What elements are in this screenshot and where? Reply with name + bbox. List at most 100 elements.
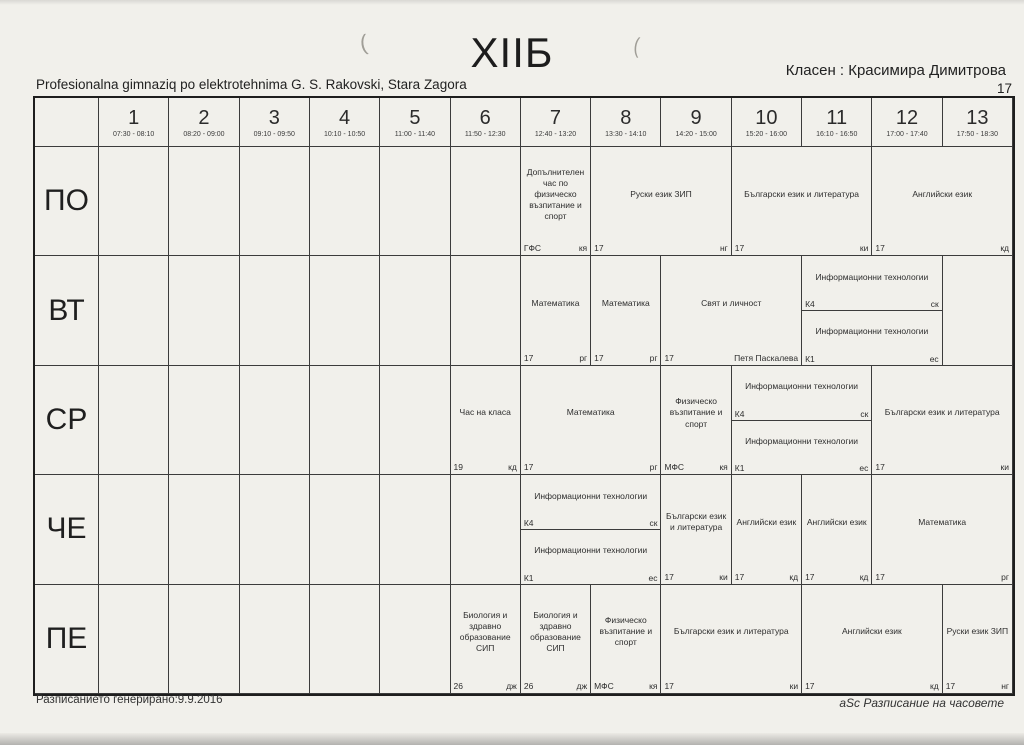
period-header: 4 10:10 - 10:50 [309, 98, 381, 147]
lesson-subject: Английски език [912, 188, 973, 199]
asc-brand: aSc Разписание на часовете [839, 696, 1004, 710]
lesson-cell: Български език и литература 17 ки [872, 365, 1013, 476]
lesson-cell: Руски език ЗИП 17 нг [942, 584, 1013, 694]
period-time: 16:10 - 16:50 [816, 130, 858, 138]
lesson-teacher: рг [1001, 571, 1009, 582]
lesson-cell: Руски език ЗИП 17 нг [591, 147, 732, 257]
period-number: 1 [128, 106, 140, 129]
period-time: 14:20 - 15:00 [675, 130, 717, 138]
lesson-room: К4 [523, 517, 534, 528]
lesson-teacher: кд [789, 571, 799, 582]
lesson-subject: Английски език [842, 626, 902, 637]
empty-slot [309, 584, 381, 694]
lesson-teacher: кд [930, 681, 939, 691]
period-time: 08:20 - 09:00 [183, 130, 225, 138]
empty-slot [169, 365, 240, 476]
lesson-subject: Информационни технологии [745, 381, 858, 392]
empty-slot [239, 147, 310, 257]
school-name: Profesionalna gimnaziq po elektrotehnima… [36, 77, 467, 92]
lesson-room: 17 [664, 681, 674, 691]
lesson-teacher: рг [649, 352, 658, 363]
period-header: 10 15:20 - 16:00 [731, 98, 803, 147]
lesson-subject: Допълнителен час по физическо възпитание… [526, 166, 585, 221]
timetable-corner [35, 98, 99, 147]
empty-slot [942, 256, 1013, 366]
period-time: 12:40 - 13:20 [534, 130, 577, 138]
lesson-subject: Български език и литература [884, 407, 1000, 418]
lesson-group: Информационни технологии К1 ес [520, 528, 661, 584]
lesson-subject: Български език и литература [666, 511, 727, 533]
period-number: 7 [549, 106, 562, 129]
lesson-teacher: ки [719, 571, 728, 582]
period-time: 15:20 - 16:00 [745, 130, 788, 138]
lesson-cell: Английски език 17 кд [731, 475, 803, 585]
page-number: 17 [996, 81, 1012, 96]
lesson-teacher: кд [508, 462, 517, 473]
period-header: 12 17:00 - 17:40 [872, 98, 943, 147]
lesson-teacher: кд [1000, 243, 1009, 254]
empty-slot [169, 475, 240, 585]
period-time: 11:00 - 11:40 [394, 130, 435, 138]
empty-slot [239, 365, 310, 476]
empty-slot [380, 256, 451, 366]
lesson-subject: Български език и литература [673, 626, 789, 637]
period-time: 17:50 - 18:30 [956, 130, 998, 138]
period-number: 10 [755, 106, 778, 129]
lesson-cell-split: Информационни технологии К4 ск Информационн… [520, 475, 662, 585]
lesson-teacher: ск [930, 299, 939, 310]
period-header: 11 16:10 - 16:50 [802, 98, 873, 147]
lesson-subject: Биология и здравно образование СИП [459, 609, 511, 653]
lesson-subject: Информационни технологии [815, 271, 929, 282]
lesson-subject: Руски език ЗИП [946, 626, 1009, 637]
period-header: 8 13:30 - 14:10 [591, 98, 662, 147]
empty-slot [309, 475, 381, 585]
lesson-room: 17 [875, 243, 885, 254]
lesson-subject: Информационни технологии [534, 545, 648, 556]
lesson-teacher: ес [648, 572, 658, 583]
lesson-cell: Свят и личност 17 Петя Паскалева [661, 256, 803, 366]
lesson-cell: Английски език 17 кд [802, 584, 943, 694]
period-header: 5 11:00 - 11:40 [380, 98, 451, 147]
lesson-cell: Физическо възпитание и спорт МФС кя [661, 365, 732, 476]
empty-slot [380, 475, 451, 585]
lesson-group: Информационни технологии К1 ес [802, 310, 942, 365]
lesson-subject: Час на класа [459, 407, 511, 418]
lesson-teacher: ес [929, 353, 939, 364]
lesson-cell: Физическо възпитание и спорт МФС кя [591, 584, 662, 694]
empty-slot [380, 365, 451, 476]
lesson-cell: Английски език 17 кд [872, 147, 1013, 257]
lesson-room: 19 [453, 462, 463, 473]
empty-slot [99, 147, 170, 257]
period-time: 10:10 - 10:50 [323, 130, 366, 138]
lesson-cell: Биология и здравно образование СИП 26 дж [450, 584, 521, 694]
lesson-teacher: ки [859, 243, 869, 254]
lesson-room: МФС [594, 681, 614, 691]
day-label: СР [35, 365, 99, 476]
scan-edge-top [0, 0, 1024, 5]
lesson-room: 17 [523, 352, 534, 363]
lesson-cell: Математика 17 рг [591, 256, 662, 366]
lesson-room: 17 [805, 681, 815, 691]
lesson-teacher: рг [579, 352, 588, 363]
class-teacher-label: Класен : Красимира Димитрова [785, 62, 1006, 79]
lesson-subject: Математика [566, 407, 615, 418]
empty-slot [450, 256, 521, 366]
lesson-cell: Български език и литература 17 ки [661, 475, 732, 585]
lesson-subject: Математика [531, 298, 580, 309]
lesson-cell: Математика 17 рг [520, 256, 592, 366]
lesson-group: Информационни технологии К4 ск [521, 475, 661, 529]
lesson-subject: Физическо възпитание и спорт [599, 615, 653, 648]
period-header: 3 09:10 - 09:50 [239, 98, 310, 147]
lesson-teacher: дж [576, 681, 588, 691]
period-number: 12 [895, 106, 919, 129]
lesson-room: 17 [945, 681, 956, 691]
period-number: 11 [826, 106, 848, 129]
lesson-teacher: ск [860, 408, 869, 419]
period-header: 1 07:30 - 08:10 [99, 98, 170, 147]
lesson-subject: Руски език ЗИП [630, 188, 692, 199]
empty-slot [99, 584, 170, 694]
lesson-subject: Английски език [736, 516, 797, 527]
lesson-teacher: Петя Паскалева [734, 352, 799, 363]
page-title: ХIIБ [470, 29, 554, 76]
